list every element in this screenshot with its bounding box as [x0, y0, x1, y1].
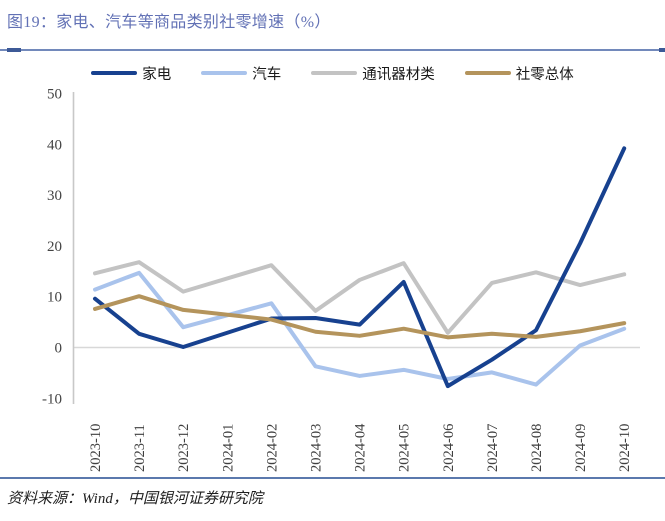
x-axis-tick-label: 2023-10 [88, 424, 104, 472]
top-divider [0, 48, 665, 52]
x-axis-tick-label: 2024-01 [220, 424, 236, 472]
legend-label-appliances: 家电 [142, 66, 172, 83]
legend-item-autos: 汽车 [201, 63, 281, 84]
legend-swatch-retail-total [464, 71, 511, 75]
x-axis-tick-label: 2024-04 [353, 423, 369, 472]
y-axis-tick-label: 20 [47, 239, 62, 255]
x-axis-tick-label: 2024-02 [264, 424, 280, 472]
legend-item-retail-total: 社零总体 [464, 63, 574, 84]
legend-label-autos: 汽车 [252, 66, 282, 83]
x-axis-tick-label: 2024-06 [441, 424, 457, 472]
figure-title: 图19：家电、汽车等商品类别社零增速（%） [7, 14, 331, 31]
legend-swatch-autos [201, 71, 248, 75]
source-note: 资料来源：Wind，中国银河证券研究院 [7, 491, 263, 507]
bottom-divider [0, 477, 665, 479]
top-divider-left-cap [7, 48, 21, 52]
x-axis-tick-label: 2023-11 [132, 424, 148, 472]
x-axis-tick-label: 2023-12 [176, 424, 192, 472]
y-axis-tick-label: 40 [47, 137, 62, 153]
y-axis-tick-label: 0 [55, 341, 63, 357]
series-line-retail-total [93, 294, 627, 340]
chart-legend: 家电 汽车 通讯器材类 社零总体 [0, 62, 665, 84]
legend-item-appliances: 家电 [91, 63, 171, 84]
legend-swatch-comm-equipment [311, 71, 358, 75]
legend-swatch-appliances [91, 71, 138, 75]
x-axis-tick-label: 2024-03 [309, 424, 325, 472]
y-axis-tick-label: 30 [47, 188, 62, 204]
legend-item-comm-equipment: 通讯器材类 [311, 63, 435, 84]
legend-label-retail-total: 社零总体 [515, 66, 574, 83]
series-line-appliances [93, 146, 627, 389]
series-line-comm-equipment [93, 260, 627, 335]
top-divider-right-cap [659, 48, 665, 52]
x-axis-tick-label: 2024-09 [573, 424, 589, 472]
y-axis-tick-label: 10 [47, 290, 62, 306]
y-axis-tick-label: 50 [47, 87, 62, 103]
y-axis-tick-label: -10 [42, 391, 62, 407]
series-line-autos [93, 270, 627, 387]
x-axis-tick-label: 2024-07 [485, 424, 501, 472]
x-axis-tick-label: 2024-05 [397, 424, 413, 472]
legend-label-comm-equipment: 通讯器材类 [362, 66, 435, 83]
x-axis-tick-label: 2024-08 [529, 424, 545, 472]
x-axis-tick-label: 2024-10 [617, 424, 633, 472]
line-chart: 50 40 30 20 10 0 -10 2023-10 2023-11 2023-12 2024-… [42, 87, 640, 472]
